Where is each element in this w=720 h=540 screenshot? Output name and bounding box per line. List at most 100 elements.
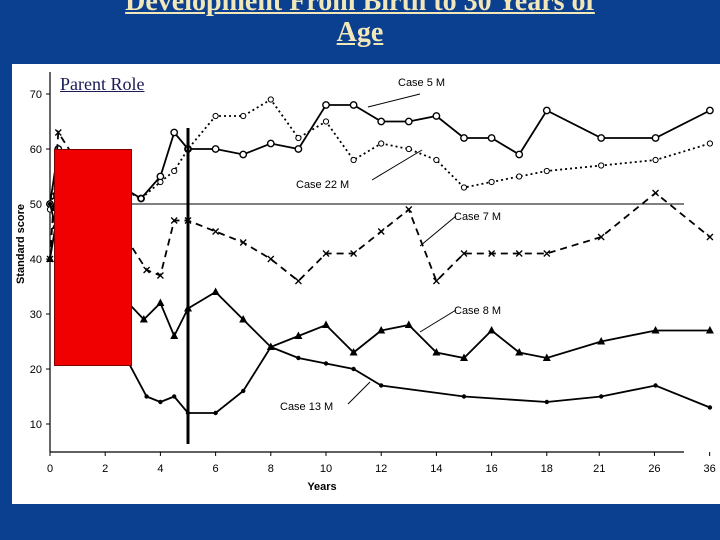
y-tick-label: 40 [30,254,42,266]
series-label: Case 5 M [398,77,445,89]
x-tick-label: 26 [648,463,660,475]
data-point [212,112,219,120]
data-point [460,250,468,257]
parent-role-highlight-box [54,149,132,366]
data-point [706,233,714,241]
title-band: Development From Birth to 30 Years of Ag… [0,0,720,64]
data-point [322,101,330,109]
series-line-case-22-m [49,98,711,210]
data-point [405,145,412,153]
data-point [172,394,177,399]
series-label: Case 8 M [454,305,501,317]
data-point [170,331,179,339]
data-point [377,117,386,126]
x-tick-label: 14 [430,463,442,475]
x-tick-label: 16 [485,463,497,475]
data-point [651,134,660,142]
data-point [377,326,386,334]
data-point [597,233,605,241]
series-label: Case 7 M [454,211,501,223]
data-point [54,129,62,136]
data-point [349,101,358,109]
data-point [487,326,496,334]
series-label: Case 13 M [280,401,333,413]
data-point [239,239,247,246]
data-point [156,298,165,306]
y-tick-label: 10 [30,419,42,431]
data-point [267,255,275,263]
data-point [137,195,145,202]
x-axis-title: Years [307,481,336,493]
data-point [267,96,274,103]
data-point [351,366,356,372]
data-point [268,344,273,350]
data-point [158,399,163,405]
data-point [432,348,441,356]
data-point [350,250,358,257]
x-tick-label: 8 [268,463,274,475]
data-point [460,184,468,191]
data-point [542,106,551,115]
data-point [240,112,247,120]
data-point [598,162,605,169]
data-point [653,383,658,388]
slide-title-line-2: Age [336,17,384,48]
x-tick-label: 2 [102,463,108,475]
data-point [170,128,179,137]
data-point [295,134,302,142]
slide-title-line-1: Development From Birth to 30 Years of [125,0,595,17]
series-line-case-13-m [49,203,711,414]
data-point [350,156,357,164]
data-point [597,134,606,142]
data-point [515,250,523,257]
data-point [488,250,496,257]
data-point [239,150,248,159]
data-point [652,156,659,164]
series-label-pointer [419,309,457,333]
y-tick-label: 70 [30,89,42,101]
data-point [432,277,440,285]
data-point [322,320,330,328]
data-point [543,167,550,175]
data-point [516,173,523,180]
data-point [211,287,220,295]
data-point [433,156,440,164]
x-tick-label: 21 [593,463,605,475]
y-tick-label: 20 [30,364,42,376]
data-point [651,326,660,334]
data-point [379,383,384,388]
data-point [294,145,303,153]
x-tick-label: 4 [157,463,163,475]
series-line-case-7-m [49,129,711,283]
data-point [266,139,275,148]
data-point [405,206,413,213]
series-label-pointer [419,215,457,247]
x-tick-label: 0 [47,463,53,475]
left-band [0,64,12,504]
data-point [378,140,385,147]
data-point [323,361,329,366]
x-tick-label: 18 [541,463,553,475]
data-point [515,150,524,159]
data-point [432,112,441,120]
data-point [171,167,178,175]
data-point [46,254,54,262]
data-point [47,201,53,207]
data-point [515,348,524,356]
data-point [377,228,385,235]
series-label: Case 22 M [296,179,349,191]
data-point [156,272,164,279]
x-tick-label: 10 [320,463,332,475]
data-point [239,315,248,323]
data-point [212,228,220,235]
series-line-case-8-m [49,224,710,359]
y-tick-label: 60 [30,144,42,156]
y-tick-label: 50 [30,199,42,211]
data-point [241,388,246,394]
data-point [404,320,413,328]
x-tick-label: 36 [704,463,716,475]
data-point [143,266,151,274]
data-point [157,178,164,186]
series-label-pointer [347,381,371,405]
data-point [543,250,551,257]
